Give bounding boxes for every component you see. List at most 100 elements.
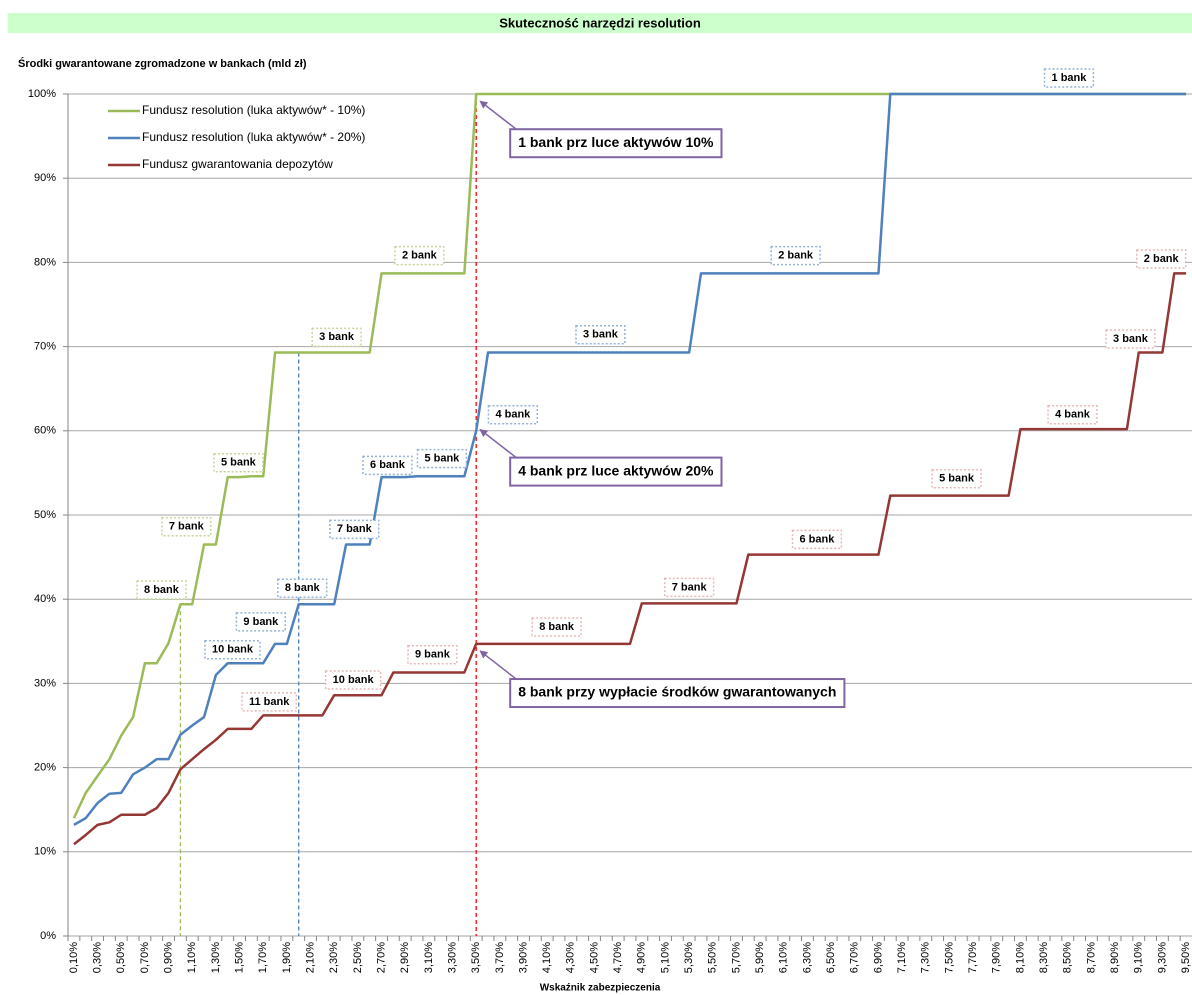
annotation-box <box>575 325 626 345</box>
x-tick-label: 2,50% <box>352 942 364 973</box>
annotation-label: 7 bank <box>672 581 708 593</box>
annotation-label: 2 bank <box>1144 253 1180 265</box>
annotation-label: 7 bank <box>337 523 373 535</box>
x-tick-label: 5,10% <box>659 942 671 973</box>
x-tick-label: 6,90% <box>872 942 884 973</box>
x-axis-title: Wskaźnik zabezpieczenia <box>540 983 661 994</box>
annotation-box <box>136 580 187 600</box>
callout-label: 4 bank prz luce aktywów 20% <box>518 462 714 478</box>
legend-label: Fundusz gwarantowania depozytów <box>142 157 333 171</box>
annotation-label: 6 bank <box>800 533 836 545</box>
callout-arrow <box>479 650 517 680</box>
annotation-box <box>161 517 212 537</box>
x-tick-label: 2,10% <box>304 942 316 973</box>
annotation-label: 9 bank <box>243 616 279 628</box>
x-tick-label: 1,70% <box>257 942 269 973</box>
x-tick-label: 0,70% <box>139 942 151 973</box>
annotation-box <box>931 469 982 489</box>
x-tick-label: 2,90% <box>399 942 411 973</box>
annotation-label: 3 bank <box>319 331 355 343</box>
annotation-label: 10 bank <box>333 674 375 686</box>
annotation-label: 11 bank <box>249 696 290 708</box>
annotation-box <box>1047 405 1098 425</box>
legend-label: Fundusz resolution (luka aktywów* - 20%) <box>142 130 365 144</box>
x-tick-label: 8,90% <box>1109 942 1121 973</box>
annotation-box <box>663 577 715 598</box>
series-line <box>73 92 1187 826</box>
annotation-label: 2 bank <box>778 250 814 262</box>
y-tick-label: 90% <box>34 172 56 184</box>
x-tick-label: 1,50% <box>233 942 245 973</box>
y-tick-label: 40% <box>34 593 56 605</box>
x-tick-label: 7,10% <box>896 942 908 973</box>
x-tick-label: 1,90% <box>281 942 293 973</box>
series-line <box>73 272 1187 846</box>
x-tick-label: 3,50% <box>470 942 482 973</box>
annotation-box <box>531 617 582 637</box>
x-tick-label: 4,50% <box>588 942 600 973</box>
x-tick-label: 0,30% <box>91 942 103 973</box>
y-tick-label: 60% <box>34 425 56 437</box>
callout-arrow <box>479 100 517 130</box>
annotation-box <box>770 245 821 266</box>
x-tick-label: 4,30% <box>565 942 577 973</box>
callout-arrow <box>479 428 517 459</box>
x-tick-label: 5,90% <box>754 942 766 973</box>
x-tick-label: 8,10% <box>1014 942 1026 973</box>
annotation-box <box>213 453 264 473</box>
x-tick-label: 1,30% <box>210 942 222 973</box>
annotation-label: 9 bank <box>415 649 451 661</box>
annotation-box <box>791 529 843 550</box>
annotation-label: 1 bank <box>1052 72 1088 84</box>
x-tick-label: 6,30% <box>801 942 813 973</box>
y-axis-title: Środki gwarantowane zgromadzone w bankac… <box>18 57 307 70</box>
x-tick-label: 0,50% <box>115 942 127 973</box>
annotation-box <box>235 612 287 632</box>
x-tick-label: 8,30% <box>1038 942 1050 973</box>
callout-box <box>509 678 846 709</box>
annotation-box <box>394 245 445 266</box>
callout-box <box>509 456 723 487</box>
title-bar <box>8 13 1192 33</box>
annotation-box <box>204 639 261 660</box>
annotation-label: 8 bank <box>144 584 180 596</box>
callout-label: 8 bank przy wypłacie środków gwarantowan… <box>518 684 836 700</box>
annotation-box <box>362 455 413 476</box>
annotation-box <box>487 405 539 425</box>
x-tick-label: 5,50% <box>707 942 719 973</box>
x-tick-label: 3,10% <box>423 942 435 973</box>
annotation-box <box>324 670 382 690</box>
annotation-label: 3 bank <box>1113 333 1149 345</box>
x-tick-label: 9,10% <box>1133 942 1145 973</box>
x-tick-label: 8,70% <box>1085 942 1097 973</box>
annotation-label: 6 bank <box>370 459 406 471</box>
y-tick-label: 70% <box>34 341 56 353</box>
y-tick-label: 0% <box>40 930 56 942</box>
annotation-label: 4 bank <box>495 409 531 421</box>
x-tick-label: 4,70% <box>612 942 624 973</box>
annotation-box <box>277 578 328 599</box>
legend-label: Fundusz resolution (luka aktywów* - 10%) <box>142 103 365 117</box>
y-tick-label: 50% <box>34 509 56 521</box>
x-tick-label: 4,10% <box>541 942 553 973</box>
x-tick-label: 6,70% <box>849 942 861 973</box>
x-tick-label: 0,90% <box>162 942 174 973</box>
x-tick-label: 7,90% <box>991 942 1003 973</box>
x-tick-label: 2,70% <box>375 942 387 973</box>
x-tick-label: 2,30% <box>328 942 340 973</box>
annotation-label: 4 bank <box>1055 409 1091 421</box>
annotation-box <box>1043 68 1095 88</box>
y-tick-label: 20% <box>34 762 56 774</box>
annotation-label: 2 bank <box>402 250 438 262</box>
annotation-label: 10 bank <box>212 644 254 656</box>
x-tick-label: 4,90% <box>636 942 648 973</box>
annotation-box <box>407 645 458 665</box>
x-tick-label: 3,70% <box>494 942 506 973</box>
annotation-label: 8 bank <box>285 582 321 594</box>
annotation-label: 7 bank <box>169 521 205 533</box>
x-tick-label: 5,30% <box>683 942 695 973</box>
callout-label: 1 bank prz luce aktywów 10% <box>518 134 714 150</box>
chart-title: Skuteczność narzędzi resolution <box>499 15 701 30</box>
y-tick-label: 30% <box>34 677 56 689</box>
